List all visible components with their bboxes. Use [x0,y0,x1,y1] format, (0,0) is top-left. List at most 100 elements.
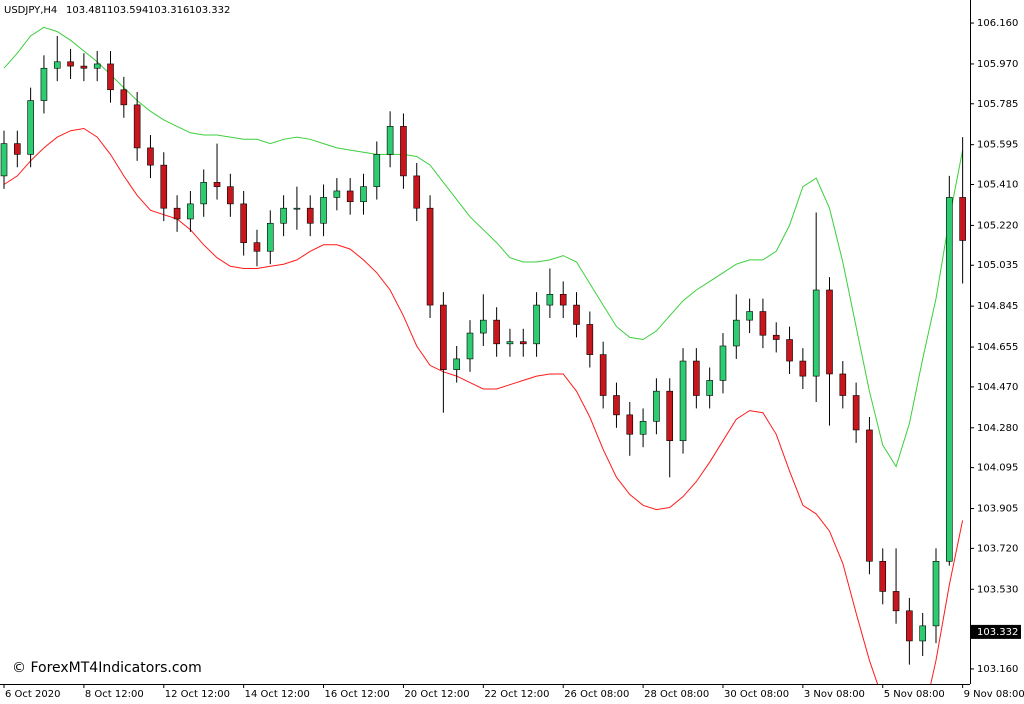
candle-body [506,341,514,345]
candle-body [613,395,620,416]
candle-body [812,289,820,377]
candle-body [333,190,341,198]
candle-body [80,65,88,69]
candle-body [679,360,687,442]
candle-body [466,332,474,360]
y-tick-label: 105.035 [977,260,1018,271]
candle-body [107,63,114,91]
candle-body [187,203,194,220]
candle-body [852,395,860,431]
candle-body [27,100,34,155]
candle-body [706,380,713,396]
y-tick-label: 103.905 [977,504,1018,515]
y-tick-label: 104.095 [977,463,1018,474]
candle-body [839,373,847,396]
ohlc-value: 103.481 [66,5,107,16]
y-tick-label: 105.785 [977,99,1018,110]
candle-body [879,560,887,592]
candle-body [559,294,567,306]
upper-band [3,26,964,468]
y-tick-label: 103.720 [977,543,1018,554]
plot-area [0,26,966,684]
candle-body [413,175,421,209]
candle-body [786,339,793,362]
candle-body [40,67,48,101]
candle-body [173,207,181,220]
candle-body [120,89,128,106]
candle-body [599,354,607,396]
candle-body [14,143,21,155]
ohlc-value: 103.316 [148,5,189,16]
candle-body [160,164,168,209]
y-tick-label: 105.595 [977,140,1018,151]
candle-body [866,429,873,562]
price-box [971,624,1021,639]
x-tick-label: 26 Oct 08:00 [564,689,629,700]
x-tick-label: 3 Nov 08:00 [804,689,865,700]
x-tick-label: 6 Oct 2020 [5,689,60,700]
x-tick-label: 22 Oct 12:00 [484,689,549,700]
candle-body [746,311,753,321]
candle-body [386,126,394,155]
candle-body [906,610,913,642]
candle-body [266,222,274,252]
candle-body [519,341,527,345]
x-tick-label: 16 Oct 12:00 [325,689,390,700]
candle-body [732,319,740,347]
candle-body [293,207,301,210]
candle-body [200,182,208,205]
candle-body [759,311,767,336]
candle-body [320,197,327,224]
candle-body [719,345,727,381]
candle-body [932,560,940,627]
candle-body [480,319,487,334]
candle-body [440,304,447,370]
candle-body [346,190,354,203]
x-tick-label: 9 Nov 08:00 [964,689,1024,700]
candle-body [666,390,674,442]
y-tick-label: 104.655 [977,342,1018,353]
candle-body [400,126,407,177]
candle-body [772,334,780,340]
candle-body [892,591,900,612]
y-tick-label: 105.220 [977,220,1018,231]
candle-body [546,294,554,306]
candle-body [306,207,314,224]
candle-body [227,186,234,205]
candle-body [240,203,247,243]
candle-body [373,154,381,187]
candle-body [493,319,500,345]
candle-body [799,360,807,377]
ohlc-value: 103.594 [107,5,148,16]
y-tick-label: 104.845 [977,301,1018,312]
x-tick-label: 20 Oct 12:00 [404,689,469,700]
candle-body [693,360,700,396]
candle-body [253,242,261,252]
header: USDJPY,H4 [4,5,57,16]
ohlc-value: 103.332 [189,5,230,16]
watermark: © ForexMT4Indicators.com [12,660,202,676]
candle-body [133,104,141,149]
candle-body [653,390,660,422]
candle-body [426,207,434,306]
y-tick-label: 103.530 [977,584,1018,595]
candle-body [147,147,154,166]
candle-body [360,186,367,203]
candle-body [213,182,221,187]
candle-body [53,61,61,69]
candle-body [959,197,966,241]
candle-body [93,63,101,69]
candle-body [639,421,647,435]
price-label: 103.332 [977,627,1018,638]
x-tick-label: 28 Oct 08:00 [644,689,709,700]
y-tick-label: 104.280 [977,423,1018,434]
symbol: USDJPY,H4 [4,5,57,16]
y-tick-label: 106.160 [977,18,1018,29]
y-tick-label: 103.160 [977,664,1018,675]
candle-body [573,304,580,325]
x-tick-label: 8 Oct 12:00 [85,689,144,700]
candle-body [919,625,926,642]
